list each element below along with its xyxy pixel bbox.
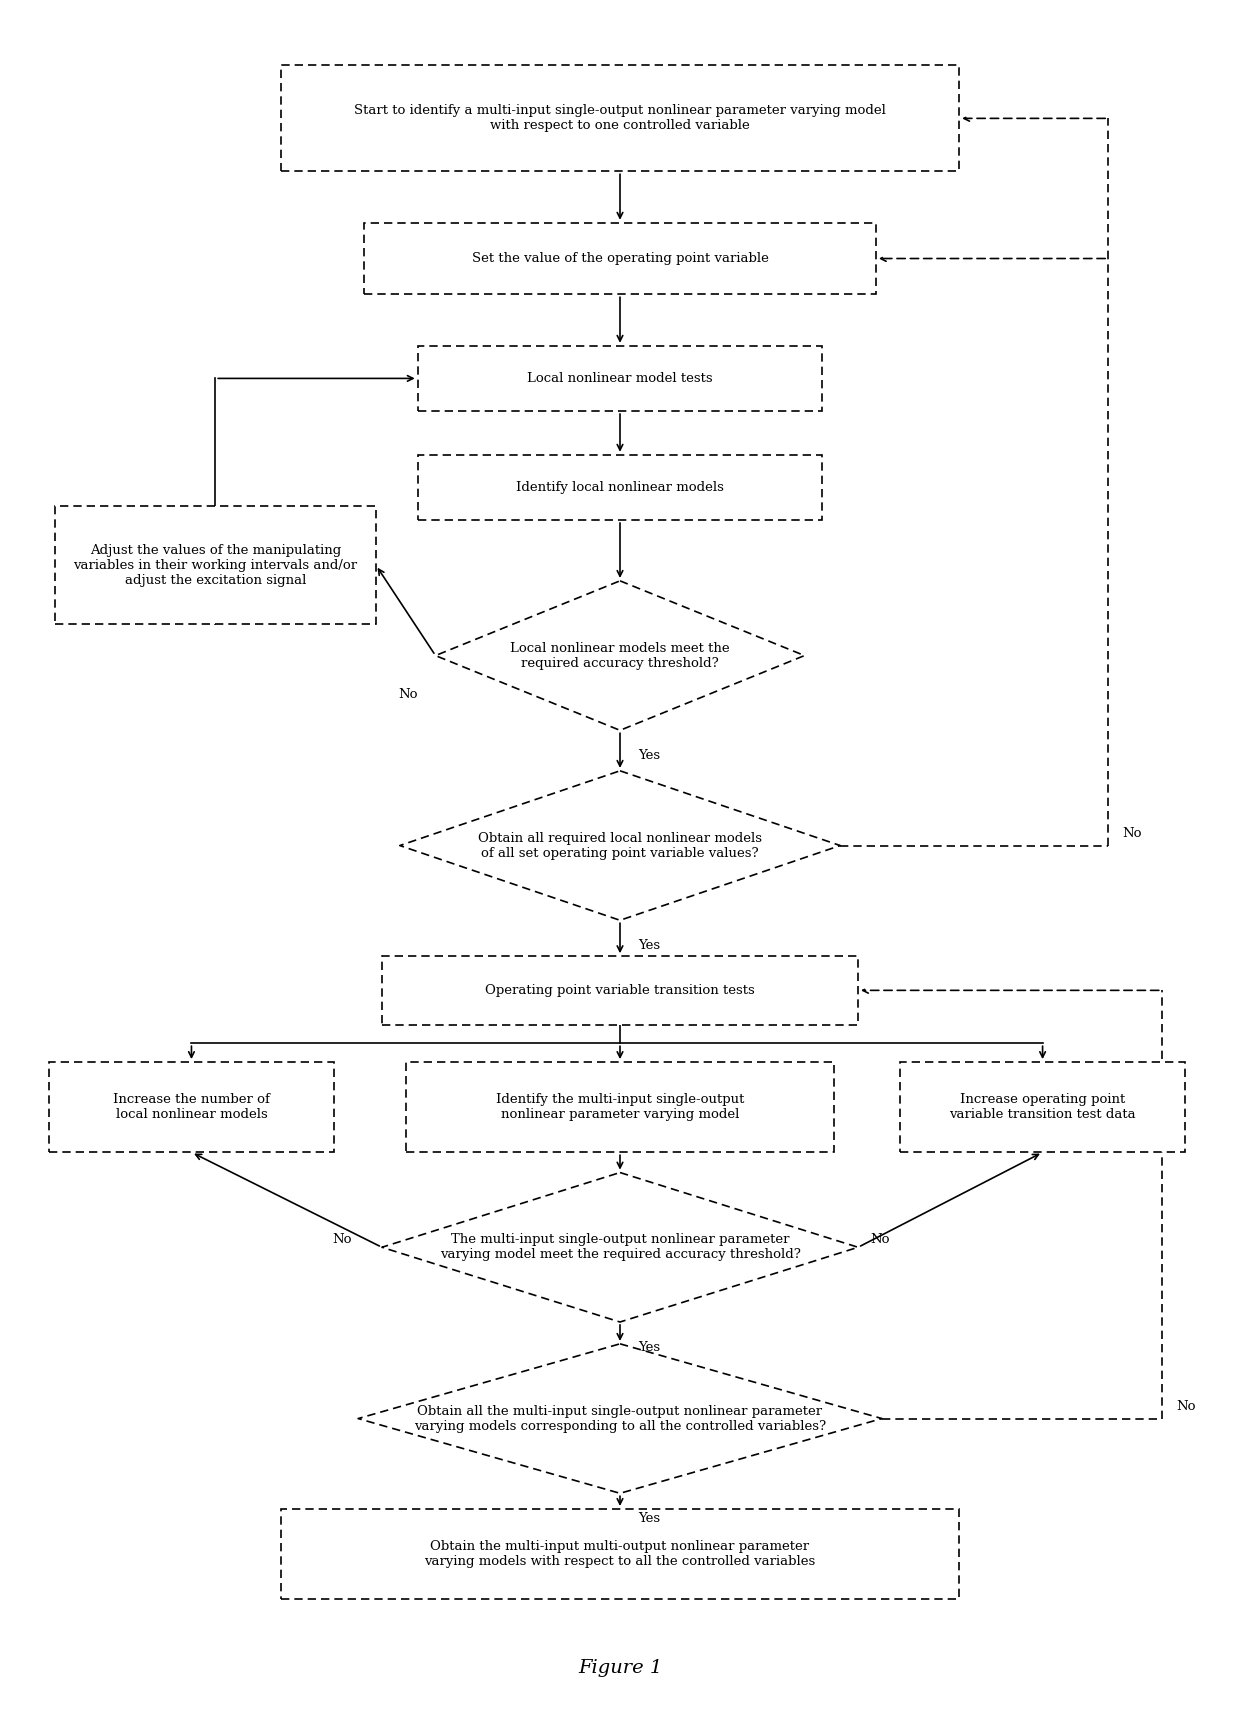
Text: Operating point variable transition tests: Operating point variable transition test… [485,983,755,997]
Text: No: No [1122,827,1142,839]
Text: Start to identify a multi-input single-output nonlinear parameter varying model
: Start to identify a multi-input single-o… [355,105,885,132]
Text: Identify local nonlinear models: Identify local nonlinear models [516,480,724,494]
Text: Local nonlinear models meet the
required accuracy threshold?: Local nonlinear models meet the required… [510,642,730,669]
Text: Obtain all the multi-input single-output nonlinear parameter
varying models corr: Obtain all the multi-input single-output… [414,1405,826,1433]
FancyBboxPatch shape [418,455,822,520]
FancyBboxPatch shape [382,956,858,1024]
Text: Yes: Yes [637,748,660,762]
Text: Increase the number of
local nonlinear models: Increase the number of local nonlinear m… [113,1093,270,1121]
FancyBboxPatch shape [280,1508,960,1599]
Text: No: No [332,1234,352,1246]
Text: Yes: Yes [637,1512,660,1526]
FancyBboxPatch shape [365,223,875,295]
Text: Yes: Yes [637,1340,660,1354]
Text: No: No [1176,1400,1195,1412]
FancyBboxPatch shape [900,1062,1185,1153]
FancyBboxPatch shape [55,506,376,625]
Text: Local nonlinear model tests: Local nonlinear model tests [527,372,713,384]
FancyBboxPatch shape [418,345,822,412]
FancyBboxPatch shape [48,1062,335,1153]
Text: No: No [870,1234,889,1246]
Text: Figure 1: Figure 1 [578,1659,662,1677]
FancyBboxPatch shape [280,65,960,172]
Text: Adjust the values of the manipulating
variables in their working intervals and/o: Adjust the values of the manipulating va… [73,544,357,587]
Text: Identify the multi-input single-output
nonlinear parameter varying model: Identify the multi-input single-output n… [496,1093,744,1121]
Text: No: No [398,688,418,702]
Text: Obtain the multi-input multi-output nonlinear parameter
varying models with resp: Obtain the multi-input multi-output nonl… [424,1539,816,1568]
Text: Yes: Yes [637,939,660,952]
FancyBboxPatch shape [405,1062,835,1153]
Text: The multi-input single-output nonlinear parameter
varying model meet the require: The multi-input single-output nonlinear … [439,1234,801,1261]
Text: Obtain all required local nonlinear models
of all set operating point variable v: Obtain all required local nonlinear mode… [477,832,763,860]
Text: Increase operating point
variable transition test data: Increase operating point variable transi… [950,1093,1136,1121]
Text: Set the value of the operating point variable: Set the value of the operating point var… [471,252,769,264]
